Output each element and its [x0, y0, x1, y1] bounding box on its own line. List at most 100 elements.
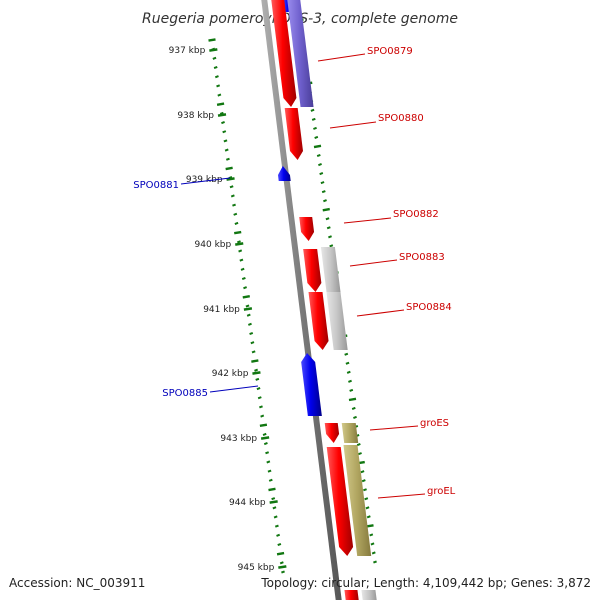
gene-label-SPO0880: SPO0880 [378, 113, 424, 124]
gene-label-SPO0881: SPO0881 [133, 180, 179, 191]
gene-leader-line [180, 177, 231, 185]
kbp-major-tick [217, 113, 227, 117]
right-track-tick [321, 190, 326, 194]
right-track-tick [348, 397, 357, 402]
right-track-tick [366, 515, 371, 519]
right-track-tick [313, 126, 317, 130]
left-track-tick [251, 359, 259, 363]
kbp-label: 945 kbp [238, 563, 275, 573]
right-track-tick [316, 153, 321, 158]
right-track-tick [318, 162, 322, 167]
left-track-tick [266, 460, 271, 464]
cog-bar-SPO0879 [287, 0, 314, 107]
kbp-label: 937 kbp [169, 46, 206, 56]
gene-label-groES: groES [420, 418, 449, 429]
left-track-tick [224, 148, 229, 152]
left-track-tick [216, 102, 225, 106]
left-track-tick [276, 551, 285, 556]
cog-bar-SPO0883 [320, 247, 341, 292]
left-track-tick [238, 249, 243, 253]
left-track-tick [230, 194, 235, 198]
right-track-tick [313, 144, 322, 149]
gene-leader-line [356, 309, 405, 317]
kbp-major-tick [209, 48, 218, 52]
left-track-tick [247, 322, 252, 326]
cds-SPO0881 [277, 166, 291, 181]
left-track-tick [234, 221, 239, 225]
cds-SPO0882 [299, 217, 315, 241]
left-track-tick [217, 93, 222, 97]
gene-leader-line [377, 493, 426, 499]
right-track-tick [351, 406, 356, 410]
right-track-tick [369, 533, 374, 537]
genome-backbone [261, 0, 342, 600]
gene-labels: SPO0879 SPO0880 SPO0881 SPO0882 SPO0883 SPO08… [133, 46, 456, 499]
right-track-tick [373, 560, 377, 564]
left-track-tick [262, 432, 267, 436]
gene-label-SPO0879: SPO0879 [367, 46, 413, 57]
gene-leader-line [329, 121, 377, 129]
kbp-label: 942 kbp [212, 369, 249, 379]
left-track-tick [281, 570, 285, 574]
left-track-tick [272, 506, 277, 510]
right-track-tick [346, 370, 351, 374]
kbp-major-tick [226, 177, 235, 181]
right-track-tick [361, 479, 366, 483]
right-track-tick [353, 415, 357, 420]
kbp-major-tick [278, 565, 287, 569]
left-track-tick [250, 341, 255, 345]
right-track-tick [363, 488, 367, 492]
gene-leader-line [349, 259, 398, 267]
kbp-ruler: 937 kbp 938 kbp 939 kbp 940 kbp 941 kbp 942 k… [169, 46, 287, 573]
right-track-tick [358, 452, 362, 456]
right-track-tick [344, 352, 349, 356]
kbp-label: 944 kbp [229, 498, 266, 508]
cds-groEL [326, 447, 354, 556]
left-track-tick [271, 497, 276, 501]
left-track-tick [268, 478, 273, 482]
right-track-tick [371, 551, 376, 555]
right-track-tick [320, 181, 325, 185]
right-track-tick [328, 235, 332, 239]
left-track-tick [233, 212, 238, 216]
gene-label-SPO0882: SPO0882 [393, 209, 439, 220]
kbp-label: 939 kbp [186, 175, 223, 185]
kbp-label: 940 kbp [195, 240, 232, 250]
cds-SPO0884 [308, 292, 329, 350]
cds-SPO0880 [284, 108, 304, 160]
left-track-tick [259, 423, 268, 428]
left-track-tick [232, 203, 236, 207]
left-track-tick [265, 451, 270, 455]
left-track-tick [236, 240, 241, 244]
kbp-label: 941 kbp [203, 305, 240, 315]
left-track-tick [268, 487, 276, 492]
right-track-tick [348, 379, 352, 383]
cds-SPO0883 [303, 249, 322, 292]
cds-SPO0885 [301, 353, 322, 416]
right-track-tick [319, 172, 324, 176]
left-track-tick [214, 75, 219, 79]
right-track-tick [329, 244, 334, 248]
gene-leader-line [209, 385, 259, 393]
left-track-tick [208, 38, 216, 42]
right-track-tick [314, 135, 319, 139]
kbp-label: 938 kbp [177, 111, 214, 121]
gene-label-SPO0885: SPO0885 [162, 388, 208, 399]
right-track-tick [349, 388, 354, 392]
left-track-tick [259, 405, 263, 409]
left-track-tick [223, 139, 228, 143]
left-track-tick [242, 295, 250, 299]
right-track-tick [326, 226, 331, 230]
gene-features [271, 0, 377, 600]
right-track-tick [360, 470, 365, 474]
partial-cog-bar [361, 590, 377, 600]
gene-label-groEL: groEL [427, 486, 456, 497]
right-track-tick [310, 108, 315, 112]
left-track-tick [274, 524, 279, 528]
kbp-major-tick [252, 371, 261, 375]
left-track-tick [213, 65, 218, 70]
left-track-tick [212, 56, 217, 60]
gene-leader-line [369, 425, 419, 431]
right-track-tick [345, 361, 350, 365]
